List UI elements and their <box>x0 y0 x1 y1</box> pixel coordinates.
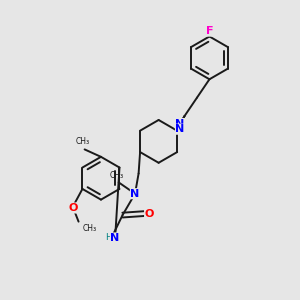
Text: N: N <box>110 233 120 243</box>
Text: CH₃: CH₃ <box>75 137 89 146</box>
Text: H: H <box>105 233 112 242</box>
Text: N: N <box>130 189 140 199</box>
Text: N: N <box>176 124 185 134</box>
Text: CH₃: CH₃ <box>109 171 123 180</box>
Text: F: F <box>206 26 213 36</box>
Text: CH₃: CH₃ <box>82 224 96 233</box>
Text: N: N <box>176 118 184 128</box>
Text: O: O <box>145 208 154 219</box>
Text: O: O <box>68 203 78 213</box>
